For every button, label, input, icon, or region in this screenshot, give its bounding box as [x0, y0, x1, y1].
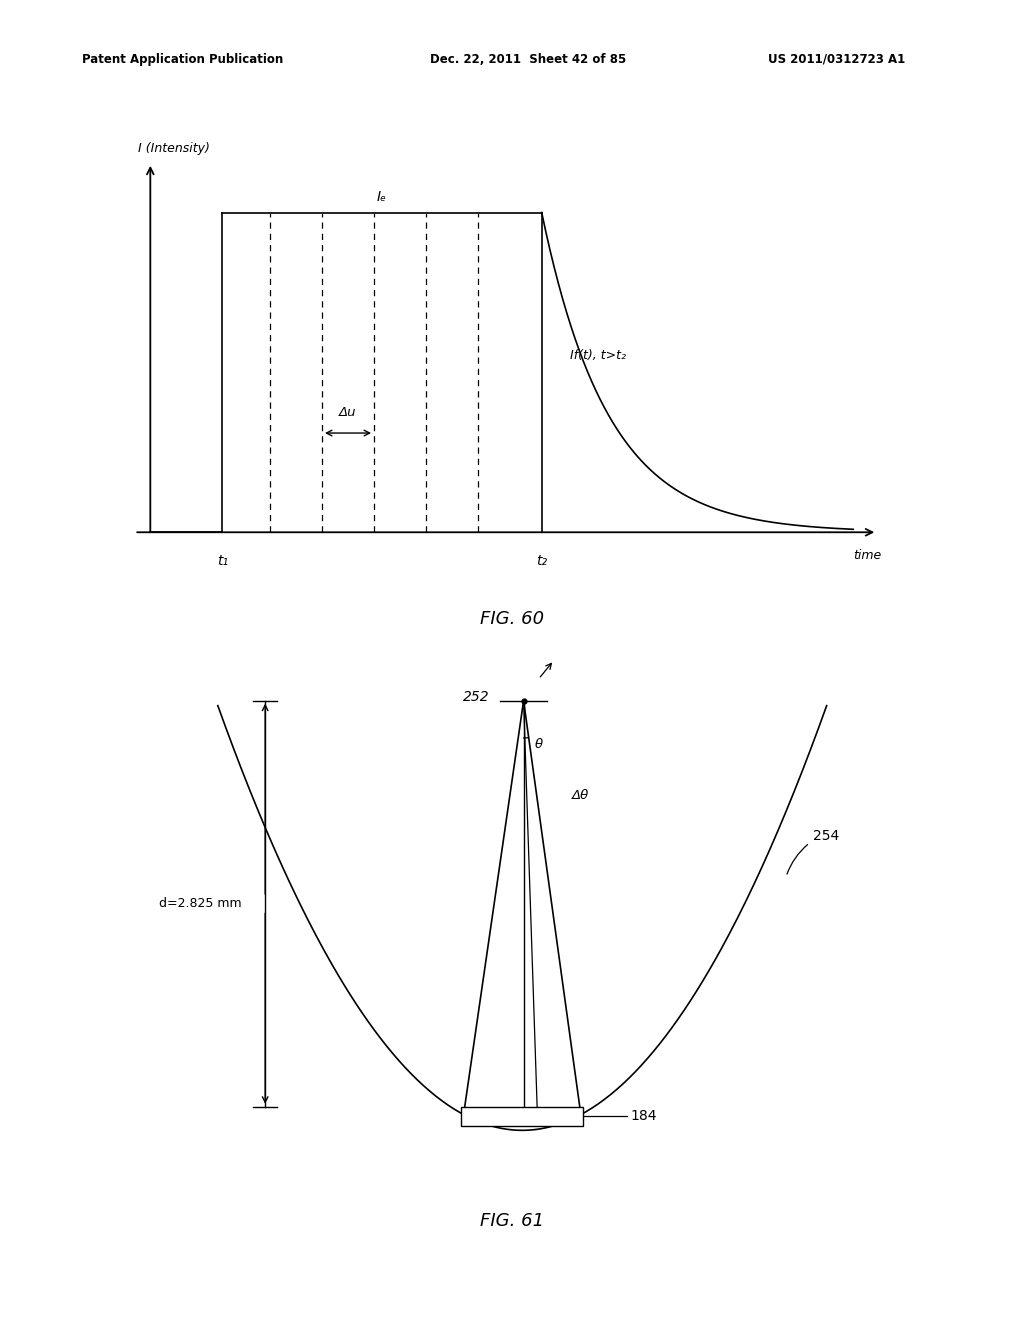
Bar	[462, 1106, 583, 1126]
Text: 184: 184	[631, 1109, 657, 1123]
Text: t₁: t₁	[217, 554, 227, 569]
Text: 252: 252	[463, 690, 489, 705]
Text: 254: 254	[813, 829, 840, 843]
Text: d=2.825 mm: d=2.825 mm	[159, 898, 242, 911]
Text: FIG. 61: FIG. 61	[480, 1212, 544, 1230]
Text: Iₑ: Iₑ	[377, 190, 387, 205]
Text: θ: θ	[535, 738, 543, 751]
Text: time: time	[853, 549, 882, 562]
Text: Δθ: Δθ	[572, 789, 590, 803]
Text: Δu: Δu	[339, 407, 356, 420]
Text: If(t), t>t₂: If(t), t>t₂	[569, 350, 626, 363]
Text: Dec. 22, 2011  Sheet 42 of 85: Dec. 22, 2011 Sheet 42 of 85	[430, 53, 627, 66]
Text: Patent Application Publication: Patent Application Publication	[82, 53, 284, 66]
Text: FIG. 60: FIG. 60	[480, 610, 544, 628]
Text: t₂: t₂	[537, 554, 547, 569]
Text: US 2011/0312723 A1: US 2011/0312723 A1	[768, 53, 905, 66]
Text: I (Intensity): I (Intensity)	[138, 141, 210, 154]
